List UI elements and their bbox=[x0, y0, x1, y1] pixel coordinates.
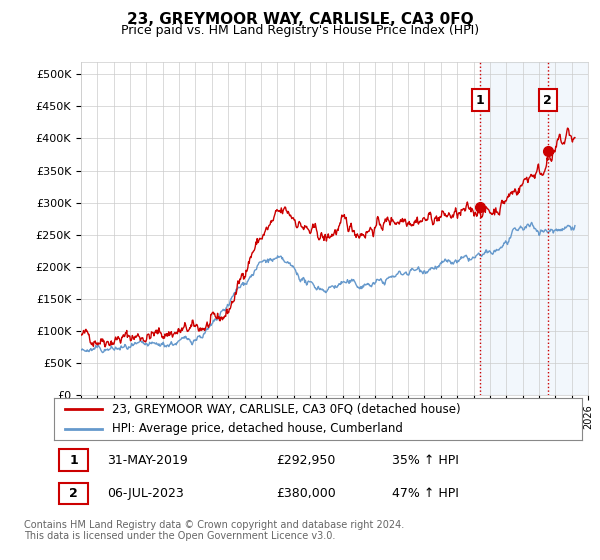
Text: 35% ↑ HPI: 35% ↑ HPI bbox=[392, 454, 459, 466]
Bar bbox=[59, 483, 88, 503]
Text: £380,000: £380,000 bbox=[276, 487, 335, 500]
Text: 47% ↑ HPI: 47% ↑ HPI bbox=[392, 487, 459, 500]
Text: HPI: Average price, detached house, Cumberland: HPI: Average price, detached house, Cumb… bbox=[112, 422, 403, 435]
Text: 2: 2 bbox=[70, 487, 78, 500]
Text: Price paid vs. HM Land Registry's House Price Index (HPI): Price paid vs. HM Land Registry's House … bbox=[121, 24, 479, 37]
Text: 23, GREYMOOR WAY, CARLISLE, CA3 0FQ (detached house): 23, GREYMOOR WAY, CARLISLE, CA3 0FQ (det… bbox=[112, 403, 461, 416]
Text: 2: 2 bbox=[544, 94, 552, 106]
Text: 23, GREYMOOR WAY, CARLISLE, CA3 0FQ: 23, GREYMOOR WAY, CARLISLE, CA3 0FQ bbox=[127, 12, 473, 27]
Text: 31-MAY-2019: 31-MAY-2019 bbox=[107, 454, 188, 466]
Text: Contains HM Land Registry data © Crown copyright and database right 2024.: Contains HM Land Registry data © Crown c… bbox=[24, 520, 404, 530]
Text: £292,950: £292,950 bbox=[276, 454, 335, 466]
Bar bbox=[59, 450, 88, 470]
Text: 1: 1 bbox=[476, 94, 485, 106]
Bar bbox=[481, 62, 588, 395]
Text: 06-JUL-2023: 06-JUL-2023 bbox=[107, 487, 184, 500]
Text: This data is licensed under the Open Government Licence v3.0.: This data is licensed under the Open Gov… bbox=[24, 531, 335, 541]
Text: 1: 1 bbox=[70, 454, 78, 466]
